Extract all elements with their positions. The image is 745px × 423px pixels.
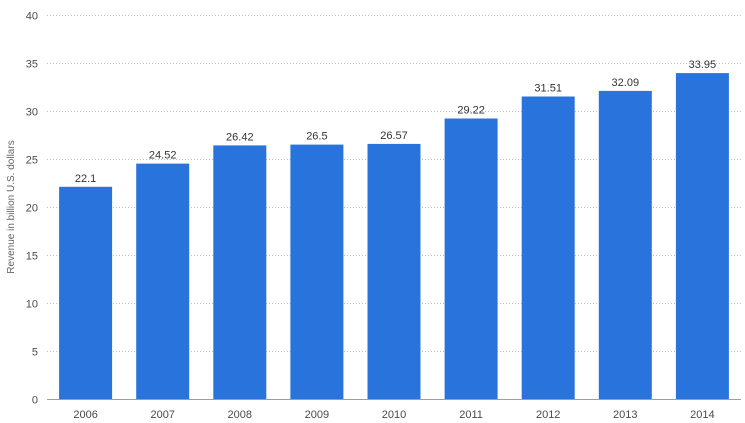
y-tick-label: 25 [26,155,38,167]
x-tick-label: 2007 [150,409,174,421]
y-tick-label: 30 [26,107,38,119]
x-tick-label: 2011 [459,409,483,421]
data-labels: 22.1 24.52 26.42 26.5 26.57 29.22 31.51 32.09 33… [75,59,716,185]
data-label: 32.09 [612,77,640,89]
data-label: 33.95 [689,59,717,71]
x-tick-label: 2006 [73,409,97,421]
y-tick-label: 35 [26,59,38,71]
y-tick-label: 15 [26,251,38,263]
data-label: 26.5 [306,131,327,143]
bar [444,118,498,399]
y-tick-label: 5 [32,347,38,359]
gridlines [47,15,741,400]
bar [598,90,652,400]
x-tick-label: 2012 [536,409,560,421]
bar [59,186,113,399]
data-label: 24.52 [149,150,177,162]
bar [675,73,729,399]
x-axis-ticks: 2006 2007 2008 2009 2010 2011 2012 2013 2014 [73,409,714,421]
data-label: 26.57 [380,130,408,142]
y-tick-label: 0 [32,395,38,407]
y-axis-title: Revenue in billion U.S. dollars [6,140,17,273]
bar [521,96,575,399]
y-tick-label: 20 [26,203,38,215]
x-tick-label: 2010 [382,409,406,421]
y-tick-label: 10 [26,299,38,311]
x-tick-label: 2009 [305,409,329,421]
bar [290,144,344,399]
bars [59,73,729,400]
data-label: 31.51 [534,83,562,95]
bar [213,145,267,399]
data-label: 26.42 [226,131,254,143]
x-tick-label: 2014 [690,409,714,421]
y-axis-ticks: 0 5 10 15 20 25 30 35 40 [26,11,38,407]
x-tick-label: 2008 [228,409,252,421]
data-label: 22.1 [75,173,96,185]
bar [367,143,421,399]
data-label: 29.22 [457,105,485,117]
bar [136,163,190,399]
y-tick-label: 40 [26,11,38,23]
x-tick-label: 2013 [613,409,637,421]
